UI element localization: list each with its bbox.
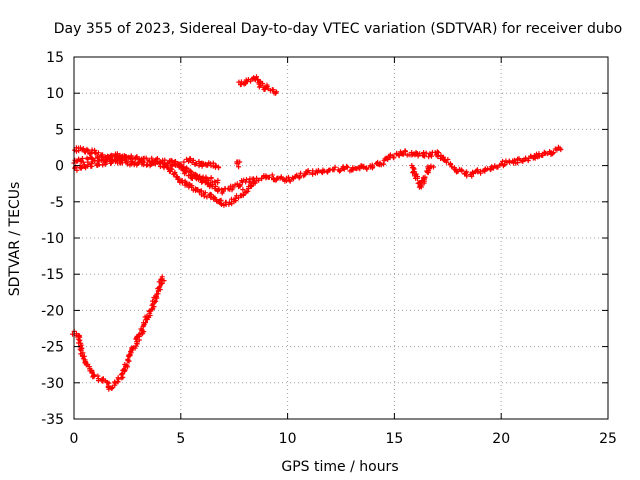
data-point-cluster xyxy=(236,74,279,96)
y-tick-label: 5 xyxy=(55,122,64,138)
data-point-cluster xyxy=(181,156,222,171)
x-tick-label: 15 xyxy=(385,431,403,447)
data-point-cluster xyxy=(234,159,243,170)
y-tick-label: -30 xyxy=(41,376,64,392)
series-upper-early-branch xyxy=(72,145,129,162)
series-upper-branch xyxy=(181,156,222,171)
series-mid-branch xyxy=(168,157,221,186)
y-tick-label: -35 xyxy=(41,412,64,428)
series-dip-near-16-h xyxy=(409,163,436,190)
data-point-cluster xyxy=(70,274,167,392)
x-tick-label: 10 xyxy=(279,431,297,447)
data-point-cluster xyxy=(72,145,129,162)
y-axis-label: SDTVAR / TECUs xyxy=(7,182,23,297)
y-tick-label: 15 xyxy=(46,50,64,66)
series-upper-spur xyxy=(234,159,243,170)
data-points xyxy=(70,74,564,392)
series-short-arc xyxy=(236,74,279,96)
x-tick-label: 20 xyxy=(492,431,510,447)
y-tick-label: -25 xyxy=(41,340,64,356)
series-lower-branch xyxy=(72,157,258,208)
series-main-trace xyxy=(71,144,564,196)
x-tick-label: 25 xyxy=(599,431,617,447)
series-morning-trace xyxy=(70,274,167,392)
y-tick-label: -15 xyxy=(41,267,64,283)
y-tick-label: -20 xyxy=(41,303,64,319)
y-tick-label: -5 xyxy=(50,195,64,211)
data-point-cluster xyxy=(72,157,258,208)
x-axis-label: GPS time / hours xyxy=(281,459,398,475)
y-tick-label: -10 xyxy=(41,231,64,247)
y-tick-label: 10 xyxy=(46,86,64,102)
chart-title: Day 355 of 2023, Sidereal Day-to-day VTE… xyxy=(54,21,622,37)
x-tick-label: 5 xyxy=(176,431,185,447)
grid-lines xyxy=(74,57,608,419)
data-point-cluster xyxy=(71,144,564,196)
data-point-cluster xyxy=(409,163,436,190)
x-tick-label: 0 xyxy=(70,431,79,447)
axis-ticks: 0 5 10 15 20 25 -35 -30 -25 -20 -15 -10 -5 0 5 10 15 xyxy=(41,50,617,447)
data-point-cluster xyxy=(168,157,221,186)
y-tick-label: 0 xyxy=(55,159,64,175)
